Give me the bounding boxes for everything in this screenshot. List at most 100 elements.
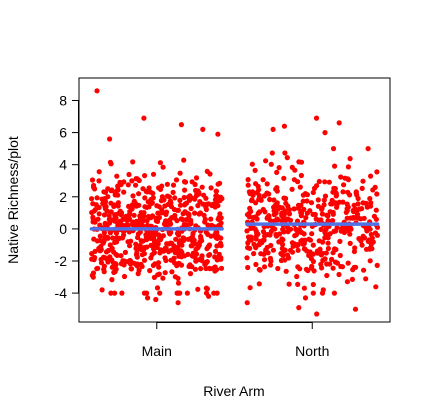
data-point [308, 200, 315, 206]
data-point [193, 175, 200, 181]
data-point [174, 230, 181, 236]
data-point [258, 251, 264, 257]
data-point [244, 300, 250, 306]
data-point [302, 295, 309, 301]
data-point [321, 197, 327, 203]
data-point [268, 161, 274, 167]
data-point [176, 240, 182, 246]
data-point [293, 226, 299, 232]
data-point [172, 195, 178, 201]
data-point [212, 264, 218, 270]
data-point [133, 203, 139, 209]
data-point [268, 258, 274, 264]
data-point [139, 252, 145, 258]
data-point [189, 253, 195, 259]
data-point [351, 264, 357, 271]
data-point [216, 251, 222, 257]
data-point [107, 216, 113, 223]
data-point [145, 295, 151, 301]
data-point [118, 253, 124, 259]
data-point [263, 158, 269, 164]
data-point [360, 200, 366, 206]
data-point [121, 189, 127, 195]
data-point [92, 248, 98, 254]
data-point [256, 196, 262, 202]
data-point [336, 271, 342, 278]
data-point [344, 279, 350, 285]
data-point [318, 217, 324, 223]
data-point [286, 281, 292, 287]
data-point [298, 172, 304, 179]
data-point [271, 197, 277, 203]
data-point [177, 202, 184, 208]
data-point [370, 187, 376, 193]
data-point [127, 243, 133, 249]
data-point [374, 262, 380, 268]
data-point [172, 212, 178, 219]
data-point [218, 265, 225, 271]
data-point [297, 266, 303, 272]
data-point [130, 159, 136, 165]
data-point [93, 202, 99, 208]
data-point [284, 224, 291, 231]
data-point [151, 274, 157, 280]
data-point [276, 165, 282, 171]
data-point [193, 193, 200, 199]
y-tick-label: 2 [59, 189, 67, 205]
data-point [139, 263, 145, 270]
data-point [349, 276, 355, 282]
data-point [108, 290, 114, 296]
data-point [171, 206, 177, 213]
data-point [108, 209, 114, 215]
data-point [203, 206, 209, 213]
data-point [325, 240, 331, 246]
data-point [114, 173, 120, 179]
data-point [341, 229, 347, 236]
data-point [125, 259, 131, 265]
data-point [195, 245, 201, 251]
data-point [323, 250, 329, 256]
data-point [253, 245, 259, 251]
data-point [206, 293, 212, 299]
data-point [105, 259, 111, 265]
data-point [169, 269, 175, 275]
data-point [264, 244, 270, 250]
data-point [89, 177, 96, 183]
data-point [322, 230, 328, 236]
data-point [275, 265, 281, 272]
data-point [214, 243, 220, 249]
data-point [253, 214, 259, 220]
data-point [329, 201, 335, 207]
data-point [287, 217, 294, 223]
data-point [320, 257, 326, 263]
data-point [270, 126, 276, 132]
data-point [184, 222, 190, 228]
data-point [108, 200, 114, 206]
data-point [368, 200, 374, 206]
data-point [129, 206, 135, 212]
data-point [334, 225, 340, 231]
data-point [97, 233, 103, 239]
data-point [107, 254, 113, 260]
data-point [175, 280, 182, 286]
data-point [188, 205, 194, 212]
data-point [92, 207, 98, 213]
y-axis-label: Native Richness/plot [5, 136, 21, 264]
data-point [90, 270, 97, 276]
data-point [285, 229, 291, 235]
data-point [168, 247, 174, 253]
data-point [149, 252, 155, 258]
data-point [138, 238, 144, 244]
data-point [286, 207, 292, 213]
data-point [322, 130, 328, 136]
points-layer [89, 88, 381, 317]
data-point [330, 146, 337, 152]
data-point [160, 275, 166, 281]
data-point [148, 214, 154, 220]
data-point [340, 199, 346, 205]
data-point [94, 195, 100, 201]
data-point [128, 266, 134, 272]
data-point [273, 232, 279, 238]
data-point [126, 171, 132, 178]
data-point [338, 263, 344, 270]
